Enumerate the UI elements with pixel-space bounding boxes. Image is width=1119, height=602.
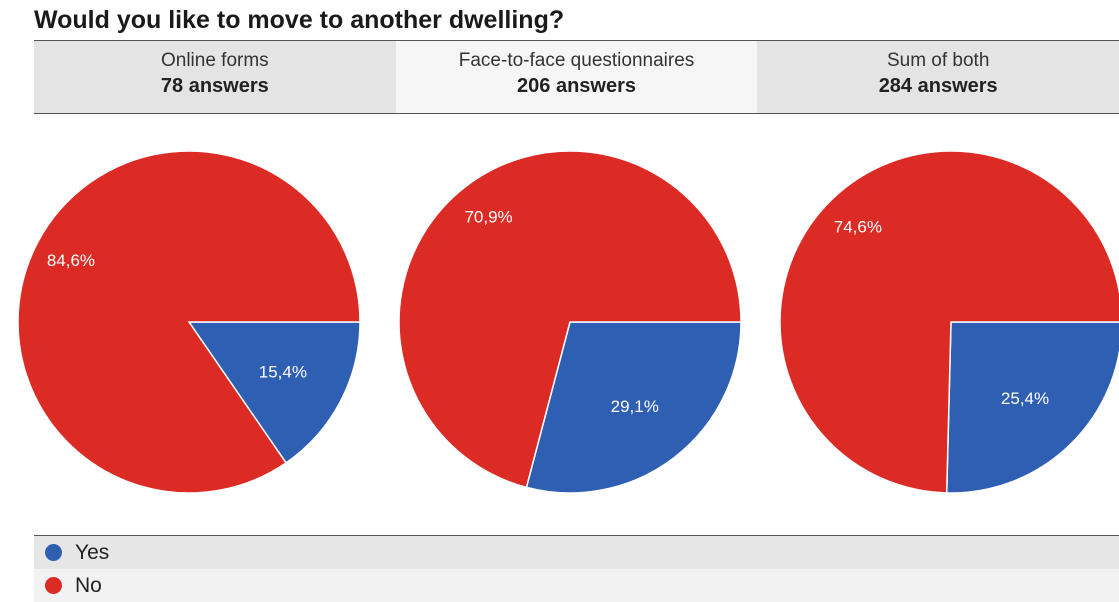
header-face-to-face: Face-to-face questionnaires 206 answers <box>395 41 758 113</box>
pie-slice-no-2 <box>779 150 1119 494</box>
pie-slice-yes-1 <box>525 321 742 494</box>
pie-slice-no-0 <box>17 150 361 494</box>
header-label: Sum of both <box>886 50 990 71</box>
legend-item-yes: Yes <box>34 535 1119 569</box>
chart-header-row: Online forms 78 answers Face-to-face que… <box>34 40 1119 114</box>
legend-dot-no <box>45 577 62 594</box>
header-online-forms: Online forms 78 answers <box>34 41 396 113</box>
legend-item-no: No <box>34 569 1119 602</box>
pie-label-no-1: 70,9% <box>464 207 512 226</box>
header-count: 284 answers <box>878 75 998 97</box>
header-count: 206 answers <box>517 75 636 97</box>
legend-label-yes: Yes <box>75 540 110 564</box>
pie-label-yes-1: 29,1% <box>611 397 659 416</box>
header-label: Face-to-face questionnaires <box>458 50 695 71</box>
pie-label-no-0: 84,6% <box>47 251 95 270</box>
pie-slice-yes-2 <box>945 321 1119 494</box>
pie-charts-svg: 15,4% 84,6% 29,1% 70,9% 25,4% 74,6% <box>17 150 1119 494</box>
pie-label-no-2: 74,6% <box>834 218 882 237</box>
pie-label-yes-0: 15,4% <box>259 362 307 381</box>
legend-dot-yes <box>45 544 62 561</box>
chart-title: Would you like to move to another dwelli… <box>34 6 565 34</box>
pie-slice-no-1 <box>398 150 742 489</box>
pie-charts-area: 15,4% 84,6% 29,1% 70,9% 25,4% 74,6% <box>0 140 1119 510</box>
legend-label-no: No <box>75 573 102 597</box>
header-count: 78 answers <box>160 75 269 97</box>
pie-slice-yes-0 <box>187 321 361 464</box>
header-label: Online forms <box>160 50 269 71</box>
pie-label-yes-2: 25,4% <box>1001 389 1049 408</box>
header-sum-of-both: Sum of both 284 answers <box>757 41 1119 113</box>
